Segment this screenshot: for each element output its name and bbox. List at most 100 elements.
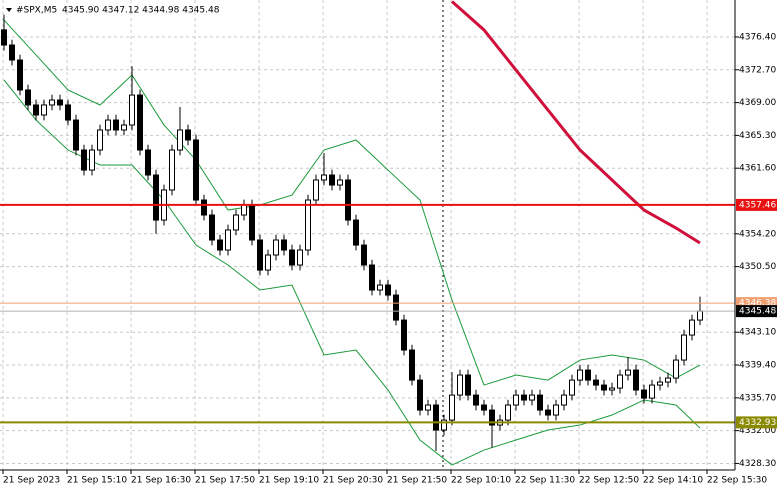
- candle-body: [73, 119, 79, 151]
- candle-body: [465, 374, 471, 396]
- candle-body: [113, 119, 119, 131]
- candle-body: [641, 389, 647, 399]
- candle-body: [625, 369, 631, 376]
- y-tick-label: 4335.70: [739, 393, 776, 403]
- x-tick-label: 21 Sep 2023: [3, 476, 60, 486]
- candle-body: [393, 294, 399, 321]
- candle-body: [569, 379, 575, 396]
- candle-body: [209, 214, 215, 241]
- candle-body: [697, 310, 703, 321]
- candle-body: [329, 174, 335, 186]
- candle-body: [441, 419, 447, 431]
- ohlc-text: 4345.90 4347.12 4344.98 4345.48: [62, 6, 220, 16]
- symbol: #SPX,M5: [16, 6, 57, 16]
- grid: [0, 0, 735, 470]
- candle-body: [153, 174, 159, 221]
- level-label: 4357.46: [739, 200, 776, 210]
- x-tick-label: 22 Sep 11:30: [515, 476, 575, 486]
- candle-body: [41, 104, 47, 116]
- candle-body: [617, 374, 623, 389]
- y-tick-label: 4372.70: [739, 65, 776, 75]
- candle-body: [665, 377, 671, 383]
- candle-body: [369, 264, 375, 291]
- candle-body: [257, 239, 263, 271]
- current-price-label: 4345.48: [739, 307, 776, 317]
- candle-body: [289, 249, 295, 266]
- y-tick-label: 4328.30: [739, 459, 776, 469]
- candle-body: [313, 179, 319, 201]
- candle-body: [505, 404, 511, 421]
- candle-body: [649, 384, 655, 399]
- candle-body: [601, 384, 607, 391]
- y-tick-label: 4350.50: [739, 262, 776, 272]
- candle-body: [9, 44, 15, 61]
- x-tick-label: 21 Sep 17:50: [195, 476, 255, 486]
- candle-body: [385, 284, 391, 296]
- candle-body: [241, 204, 247, 216]
- x-tick-label: 21 Sep 16:30: [131, 476, 191, 486]
- candle-body: [249, 204, 255, 241]
- candle-body: [217, 239, 223, 251]
- moving-average: [451, 0, 701, 245]
- candle-body: [361, 244, 367, 266]
- x-tick-label: 21 Sep 15:10: [67, 476, 127, 486]
- y-tick-label: 4339.40: [739, 361, 776, 371]
- candle-body: [577, 369, 583, 381]
- y-tick-label: 4369.00: [739, 98, 776, 108]
- candle-body: [273, 239, 279, 256]
- candle-body: [297, 249, 303, 266]
- y-tick-label: 4361.60: [739, 164, 776, 174]
- candle-body: [377, 284, 383, 291]
- candle-body: [553, 404, 559, 416]
- level-label: 4332.93: [739, 418, 776, 428]
- candle-body: [305, 199, 311, 251]
- candle-body: [49, 99, 55, 106]
- candle-body: [185, 129, 191, 141]
- x-tick-label: 21 Sep 20:30: [323, 476, 383, 486]
- candle-body: [489, 409, 495, 426]
- candle-body: [225, 229, 231, 251]
- candle-body: [193, 139, 199, 201]
- plot: [0, 0, 735, 466]
- candle-body: [409, 349, 415, 381]
- x-tick-label: 21 Sep 21:50: [387, 476, 447, 486]
- candle-body: [633, 369, 639, 391]
- candle-body: [609, 387, 615, 391]
- candle-body: [129, 94, 135, 126]
- candle-body: [457, 374, 463, 396]
- x-tick-label: 22 Sep 14:10: [643, 476, 703, 486]
- candle-body: [89, 149, 95, 171]
- candle-body: [121, 124, 127, 131]
- candle-body: [449, 394, 455, 421]
- candle-body: [105, 119, 111, 131]
- level-label: 4346.38: [739, 299, 776, 309]
- candle-body: [681, 334, 687, 361]
- candle-body: [521, 394, 527, 401]
- candle-body: [417, 379, 423, 411]
- y-tick-label: 4376.40: [739, 32, 776, 42]
- band-upper: [3, 19, 701, 386]
- candle-body: [321, 174, 327, 181]
- candle-body: [513, 394, 519, 406]
- candle-body: [473, 394, 479, 406]
- candle-body: [145, 149, 151, 176]
- candle-body: [233, 214, 239, 231]
- y-tick-label: 4354.20: [739, 229, 776, 239]
- candle-body: [281, 239, 287, 251]
- candle-body: [537, 394, 543, 411]
- candle-body: [689, 319, 695, 336]
- candle-body: [481, 404, 487, 411]
- candle-body: [673, 359, 679, 379]
- candle-body: [169, 149, 175, 191]
- y-tick-label: 4343.10: [739, 328, 776, 338]
- candle-body: [345, 179, 351, 221]
- candle-body: [433, 404, 439, 431]
- candle-body: [201, 199, 207, 216]
- candle-body: [65, 104, 71, 121]
- x-tick-label: 22 Sep 10:10: [451, 476, 511, 486]
- candle-body: [1, 29, 7, 46]
- candle-body: [657, 381, 663, 386]
- menu-triangle[interactable]: [6, 8, 12, 12]
- axes: 4376.40 4372.70 4369.00 4365.30 4361.60 4354.…: [2, 32, 777, 486]
